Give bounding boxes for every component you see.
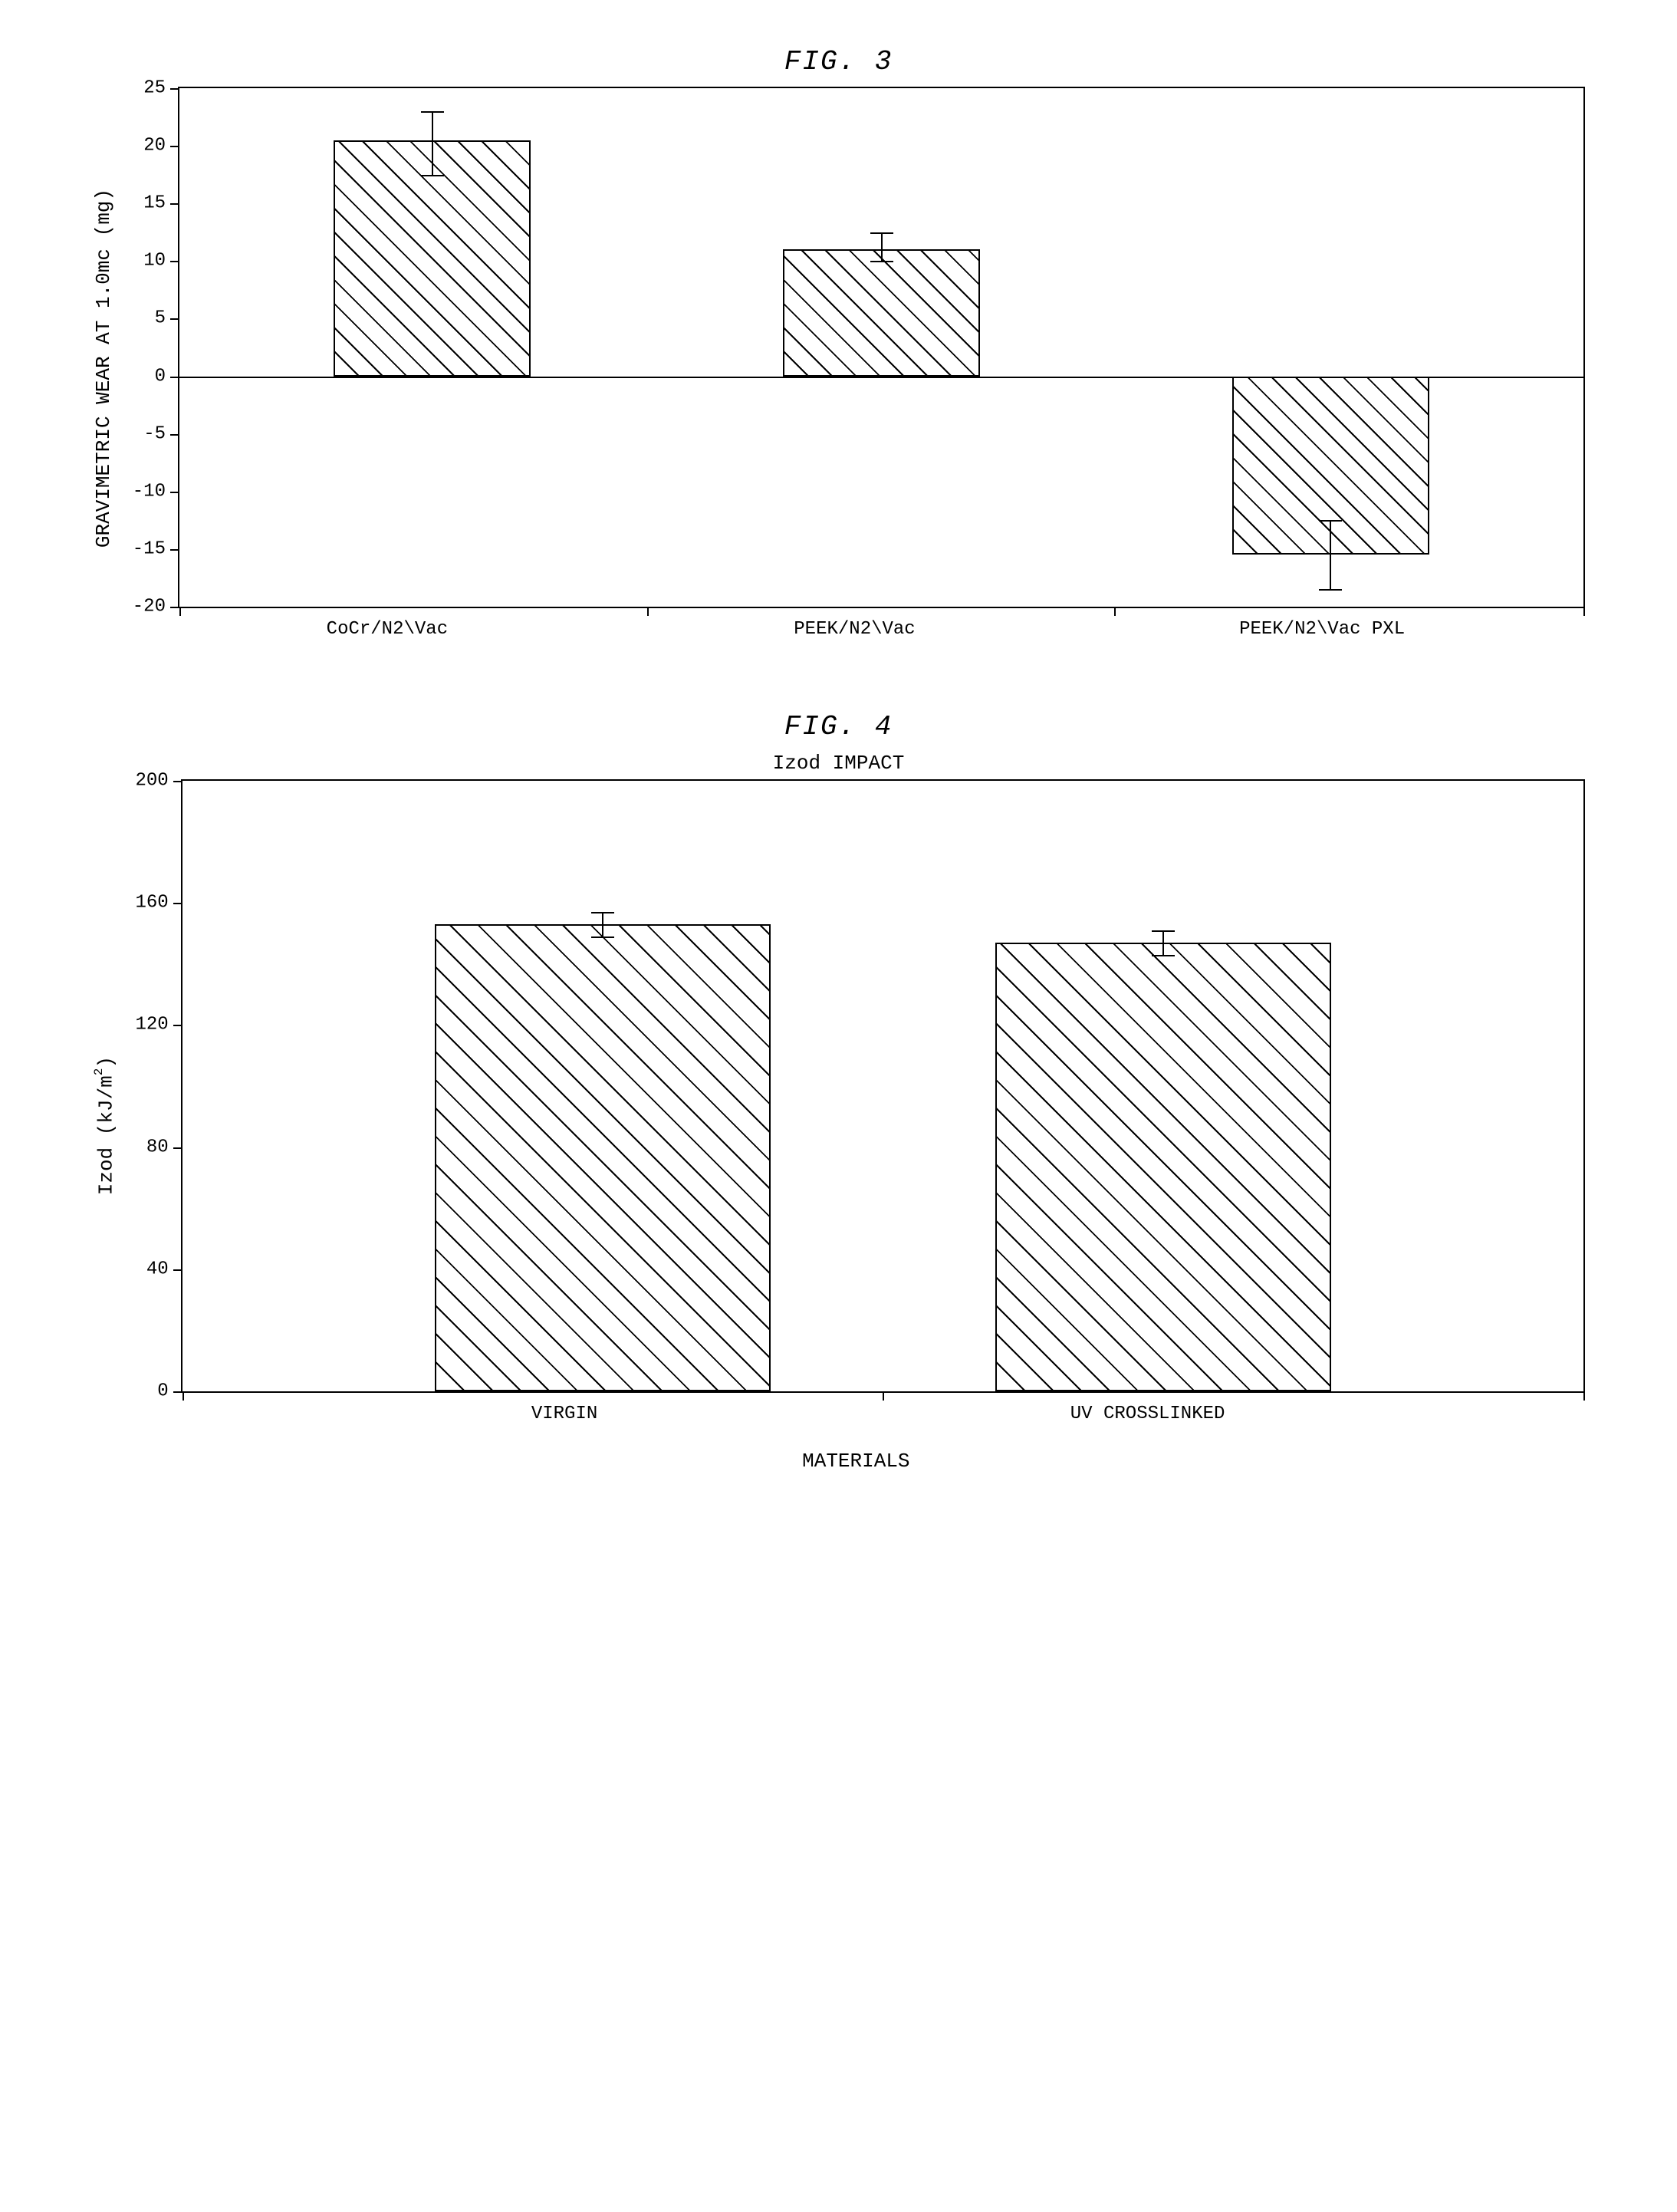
fig3-plot-area: -20-15-10-50510152025 (178, 87, 1585, 608)
x-tick (179, 607, 181, 616)
y-tick (173, 1269, 182, 1271)
fig3-title: FIG. 3 (92, 46, 1585, 77)
y-tick-label: 160 (135, 893, 168, 913)
error-cap (591, 936, 614, 938)
fig4-title: FIG. 4 (92, 711, 1585, 742)
fig4-ylabel: Izod (kJ/m2) (92, 1056, 118, 1195)
y-tick-label: 10 (143, 251, 166, 272)
y-tick (170, 261, 179, 262)
y-tick (173, 781, 182, 782)
error-cap (1152, 930, 1175, 932)
y-tick (170, 549, 179, 551)
x-tick (647, 607, 649, 616)
x-tick (1583, 1391, 1585, 1401)
y-tick-label: 5 (155, 308, 166, 329)
error-bar (602, 912, 603, 936)
x-tick (182, 1391, 184, 1401)
error-bar (1162, 930, 1164, 955)
error-cap (870, 261, 893, 262)
bar (783, 249, 979, 376)
y-tick-label: -10 (133, 481, 166, 502)
error-cap (591, 912, 614, 913)
fig3-chart: GRAVIMETRIC WEAR AT 1.0mc (mg) -20-15-10… (92, 87, 1585, 650)
x-tick (1114, 607, 1116, 616)
figure-3: FIG. 3 GRAVIMETRIC WEAR AT 1.0mc (mg) -2… (92, 46, 1585, 650)
y-tick (170, 146, 179, 147)
bar (995, 943, 1332, 1391)
fig3-x-labels: CoCr/N2\Vac PEEK/N2\Vac PEEK/N2\Vac PXL (124, 619, 1585, 650)
y-tick-label: 20 (143, 136, 166, 156)
y-tick (170, 492, 179, 493)
fig4-subtitle: Izod IMPACT (92, 752, 1585, 775)
fig4-x-labels: VIRGIN UV CROSSLINKED (127, 1404, 1585, 1434)
error-bar (432, 111, 433, 175)
fig4-plot-area: 04080120160200 (181, 779, 1585, 1393)
fig3-ylabel: GRAVIMETRIC WEAR AT 1.0mc (mg) (92, 189, 115, 548)
y-tick-label: 0 (155, 366, 166, 387)
error-bar (881, 232, 883, 262)
fig4-xaxis-title: MATERIALS (127, 1450, 1585, 1473)
figure-4: FIG. 4 Izod IMPACT Izod (kJ/m2) 04080120… (92, 711, 1585, 1473)
y-tick-label: 80 (146, 1137, 169, 1157)
y-tick-label: 0 (157, 1381, 168, 1402)
error-cap (421, 175, 444, 176)
y-tick-label: -5 (143, 423, 166, 444)
y-tick (170, 377, 179, 378)
y-tick-label: 120 (135, 1015, 168, 1035)
y-tick (170, 318, 179, 320)
y-tick-label: 25 (143, 78, 166, 99)
error-cap (421, 111, 444, 113)
y-tick-label: 15 (143, 193, 166, 214)
y-tick (170, 203, 179, 205)
x-label: UV CROSSLINKED (1070, 1404, 1225, 1424)
error-cap (870, 232, 893, 234)
y-tick-label: -15 (133, 538, 166, 559)
error-cap (1319, 589, 1342, 591)
y-tick (170, 88, 179, 90)
y-tick (173, 903, 182, 904)
y-tick (170, 607, 179, 608)
y-tick-label: 40 (146, 1259, 169, 1279)
x-label: VIRGIN (531, 1404, 597, 1424)
x-label: PEEK/N2\Vac (794, 619, 915, 640)
y-tick (170, 434, 179, 436)
y-tick (173, 1147, 182, 1149)
y-tick-label: 200 (135, 771, 168, 792)
y-tick (173, 1025, 182, 1026)
bar (435, 924, 771, 1391)
fig4-chart: Izod (kJ/m2) 04080120160200 VIRGIN UV CRO… (92, 779, 1585, 1473)
y-tick-label: -20 (133, 597, 166, 617)
error-bar (1330, 520, 1331, 589)
x-label: PEEK/N2\Vac PXL (1239, 619, 1405, 640)
y-tick (173, 1391, 182, 1393)
x-label: CoCr/N2\Vac (327, 619, 448, 640)
x-tick (1583, 607, 1585, 616)
error-cap (1319, 520, 1342, 522)
error-cap (1152, 955, 1175, 956)
x-tick (883, 1391, 884, 1401)
